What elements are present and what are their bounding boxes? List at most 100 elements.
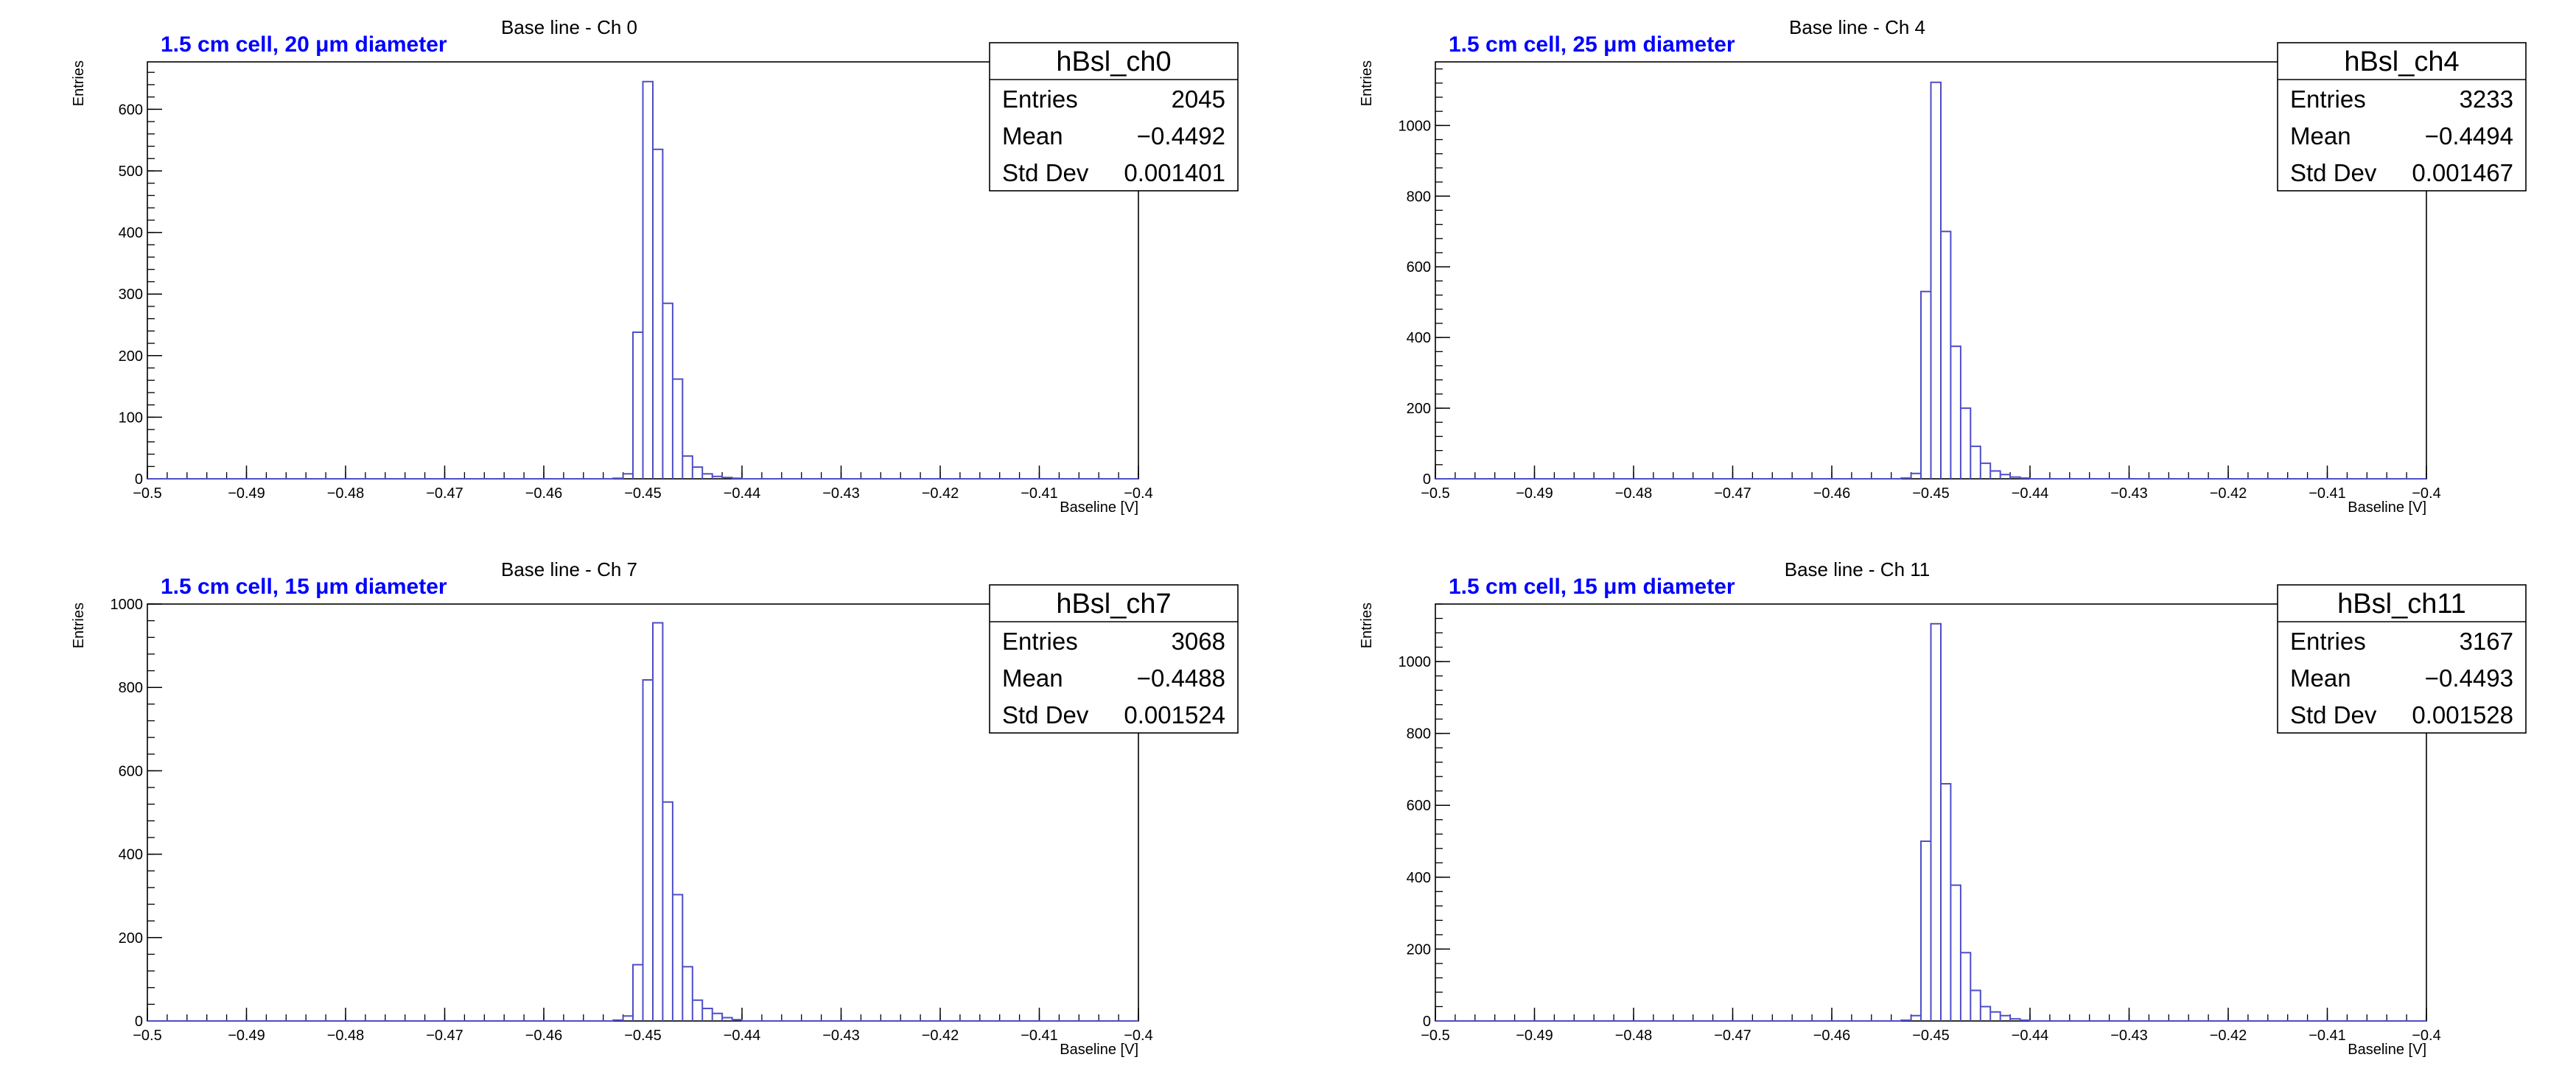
x-tick-label: −0.48 bbox=[1615, 485, 1653, 502]
x-tick-label: −0.41 bbox=[2309, 1028, 2346, 1044]
histogram-bin bbox=[653, 622, 662, 1021]
y-tick-label: 600 bbox=[1407, 798, 1431, 814]
stats-box: hBsl_ch4 Entries 3233 Mean −0.4494 Std Dev 0.0… bbox=[2277, 42, 2527, 192]
x-tick-label: −0.46 bbox=[525, 1028, 563, 1044]
histogram-bin bbox=[1931, 83, 1941, 479]
histogram-bin bbox=[673, 895, 682, 1021]
stats-box-frame bbox=[2277, 42, 2527, 192]
x-tick-label: −0.46 bbox=[1813, 1028, 1851, 1044]
stats-box-title: hBsl_ch0 bbox=[1056, 46, 1171, 77]
stats-row-label: Mean bbox=[1002, 664, 1063, 692]
histogram-bin bbox=[1990, 1012, 2000, 1021]
chart-title: Base line - Ch 11 bbox=[1785, 558, 1931, 580]
stats-row-value: 3068 bbox=[1172, 628, 1225, 655]
histogram-bin bbox=[713, 1014, 722, 1021]
x-tick-label: −0.48 bbox=[327, 1028, 365, 1044]
histogram-line bbox=[1435, 622, 2426, 1022]
stats-row-value: 0.001528 bbox=[2412, 701, 2513, 729]
x-tick-label: −0.48 bbox=[1615, 1028, 1653, 1044]
y-tick-label: 0 bbox=[135, 471, 143, 488]
stats-row-label: Mean bbox=[2290, 664, 2351, 692]
x-tick-label: −0.49 bbox=[228, 485, 265, 502]
histogram-bin bbox=[1981, 1006, 1990, 1021]
stats-row-label: Mean bbox=[1002, 122, 1063, 150]
y-tick-label: 400 bbox=[119, 847, 143, 863]
histogram-bin bbox=[653, 150, 662, 479]
x-tick-label: −0.49 bbox=[1516, 1028, 1553, 1044]
x-tick-label: −0.4 bbox=[2412, 1028, 2440, 1044]
y-tick-label: 800 bbox=[119, 680, 143, 696]
y-tick-label: 600 bbox=[119, 763, 143, 779]
stats-row-value: −0.4492 bbox=[1137, 122, 1225, 150]
annotation-label: 1.5 cm cell, 15 μm diameter bbox=[1449, 575, 1735, 599]
stats-row-value: 0.001467 bbox=[2412, 159, 2513, 186]
x-tick-label: −0.43 bbox=[822, 485, 860, 502]
y-tick-label: 200 bbox=[119, 348, 143, 365]
y-tick-label: 1000 bbox=[111, 597, 144, 613]
stats-row-label: Entries bbox=[1002, 85, 1078, 113]
x-tick-label: −0.4 bbox=[2412, 485, 2440, 502]
stats-box-title: hBsl_ch11 bbox=[2337, 589, 2466, 620]
y-tick-label: 0 bbox=[1423, 1014, 1431, 1030]
x-tick-label: −0.47 bbox=[426, 485, 463, 502]
histogram-svg: −0.5 −0.49 −0.48 −0.47 −0.46 −0.45 −0.44 −0.43 −… bbox=[1359, 558, 2527, 1058]
x-axis-label: Baseline [V] bbox=[1060, 499, 1138, 516]
histogram-bin bbox=[702, 474, 712, 479]
histogram-bin bbox=[1990, 471, 2000, 479]
histogram-bin bbox=[1921, 292, 1931, 479]
stats-row-value: −0.4494 bbox=[2425, 122, 2513, 150]
y-axis-label: Entries bbox=[71, 60, 87, 106]
y-axis-label: Entries bbox=[71, 603, 87, 648]
x-tick-label: −0.5 bbox=[133, 485, 161, 502]
stats-row-label: Entries bbox=[2290, 85, 2366, 113]
x-tick-label: −0.5 bbox=[1421, 1028, 1449, 1044]
histogram-bin bbox=[662, 303, 672, 479]
stats-row-label: Std Dev bbox=[1002, 701, 1089, 729]
histogram-bin bbox=[693, 467, 702, 479]
annotation-label: 1.5 cm cell, 20 μm diameter bbox=[161, 32, 447, 57]
stats-row-value: −0.4493 bbox=[2425, 664, 2513, 692]
x-tick-label: −0.45 bbox=[1912, 1028, 1950, 1044]
y-tick-label: 200 bbox=[1407, 401, 1431, 417]
stats-row-label: Entries bbox=[2290, 628, 2366, 655]
histogram-svg: −0.5 −0.49 −0.48 −0.47 −0.46 −0.45 −0.44 −0.43 −… bbox=[71, 558, 1239, 1058]
histogram-bin bbox=[1950, 346, 1960, 479]
x-tick-label: −0.49 bbox=[1516, 485, 1553, 502]
x-tick-label: −0.47 bbox=[1714, 1028, 1751, 1044]
y-tick-label: 1000 bbox=[1399, 654, 1432, 670]
y-tick-label: 200 bbox=[1407, 941, 1431, 958]
histogram-line bbox=[147, 80, 1138, 480]
stats-row-label: Std Dev bbox=[1002, 159, 1089, 186]
chart-title: Base line - Ch 7 bbox=[501, 558, 637, 580]
histogram-bin bbox=[1970, 991, 1980, 1021]
annotation-label: 1.5 cm cell, 15 μm diameter bbox=[161, 575, 447, 599]
histogram-bin bbox=[693, 1000, 702, 1021]
y-tick-label: 0 bbox=[1423, 471, 1431, 488]
stats-row-value: 2045 bbox=[1172, 85, 1225, 113]
stats-box-frame bbox=[989, 584, 1239, 734]
x-tick-label: −0.41 bbox=[1021, 1028, 1058, 1044]
y-tick-label: 600 bbox=[1407, 259, 1431, 275]
x-tick-label: −0.44 bbox=[2012, 1028, 2049, 1044]
x-tick-label: −0.44 bbox=[2012, 485, 2049, 502]
x-tick-label: −0.47 bbox=[426, 1028, 463, 1044]
histogram-pad-1: −0.5 −0.49 −0.48 −0.47 −0.46 −0.45 −0.44 −0.43 −… bbox=[1288, 0, 2576, 542]
y-tick-label: 300 bbox=[119, 287, 143, 303]
histogram-bin bbox=[1961, 408, 1970, 479]
x-tick-label: −0.44 bbox=[724, 485, 761, 502]
y-tick-label: 400 bbox=[1407, 330, 1431, 346]
histogram-bin bbox=[1931, 624, 1941, 1021]
stats-row-label: Std Dev bbox=[2290, 701, 2377, 729]
stats-row-value: 3167 bbox=[2460, 628, 2513, 655]
histogram-bin bbox=[1911, 1016, 1921, 1021]
stats-row-value: 0.001401 bbox=[1124, 159, 1225, 186]
x-tick-label: −0.4 bbox=[1124, 485, 1152, 502]
y-tick-label: 0 bbox=[135, 1014, 143, 1030]
x-tick-label: −0.41 bbox=[2309, 485, 2346, 502]
x-tick-label: −0.42 bbox=[922, 1028, 959, 1044]
histogram-bin bbox=[1981, 463, 1990, 479]
histogram-pad-2: −0.5 −0.49 −0.48 −0.47 −0.46 −0.45 −0.44 −0.43 −… bbox=[0, 542, 1288, 1084]
stats-box-frame bbox=[989, 42, 1239, 192]
y-tick-label: 1000 bbox=[1399, 118, 1432, 134]
x-tick-label: −0.46 bbox=[1813, 485, 1851, 502]
